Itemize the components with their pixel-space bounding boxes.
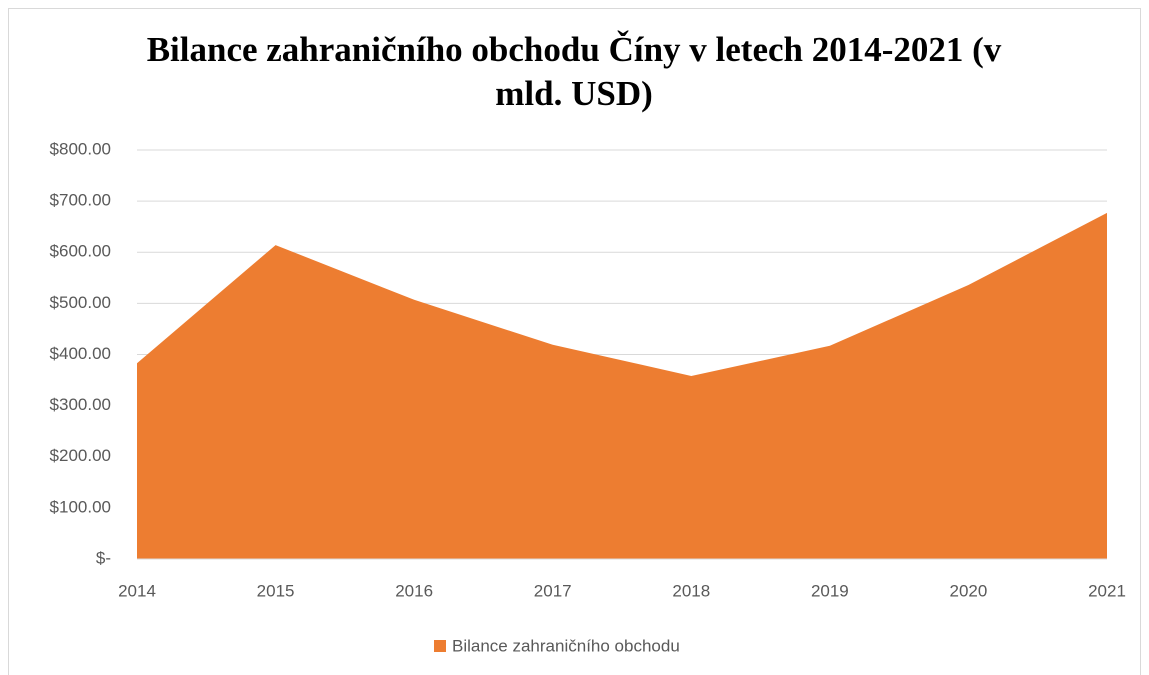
x-tick-label: 2016 <box>395 581 433 600</box>
x-tick-label: 2015 <box>257 581 295 600</box>
x-tick-label: 2021 <box>1088 581 1126 600</box>
y-tick-label: $800.00 <box>50 139 111 158</box>
y-tick-label: $500.00 <box>50 293 111 312</box>
x-tick-label: 2018 <box>672 581 710 600</box>
y-tick-label: $600.00 <box>50 242 111 261</box>
y-tick-label: $400.00 <box>50 344 111 363</box>
area <box>137 212 1107 560</box>
x-tick-label: 2020 <box>950 581 988 600</box>
chart-border <box>8 8 1141 675</box>
chart-title: Bilance zahraničního obchodu Číny v lete… <box>146 30 1002 113</box>
x-tick-label: 2017 <box>534 581 572 600</box>
y-tick-label: $700.00 <box>50 191 111 210</box>
y-tick-label: $300.00 <box>50 395 111 414</box>
legend-swatch <box>434 640 446 652</box>
y-tick-label: $200.00 <box>50 446 111 465</box>
y-tick-label: $100.00 <box>50 497 111 516</box>
x-tick-label: 2014 <box>118 581 156 600</box>
legend-label: Bilance zahraničního obchodu <box>452 636 680 655</box>
y-tick-label: $- <box>96 548 111 567</box>
x-tick-label: 2019 <box>811 581 849 600</box>
